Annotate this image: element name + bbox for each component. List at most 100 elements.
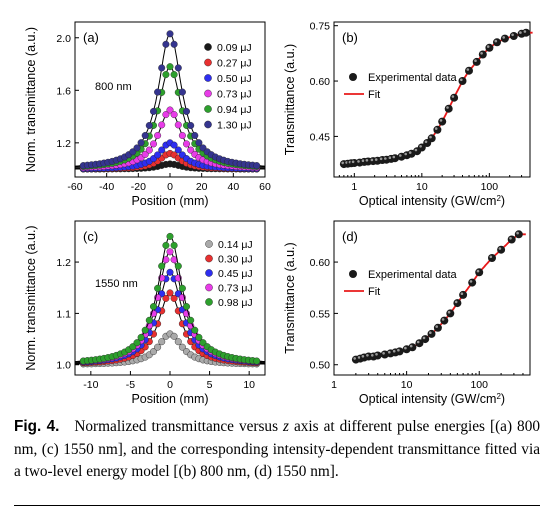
legend-marker <box>204 120 212 129</box>
y-tick-label: 1.2 <box>56 257 71 269</box>
data-point-highlight <box>392 349 396 353</box>
data-point-highlight <box>404 152 408 156</box>
legend-label: 0.30 μJ <box>218 254 253 266</box>
data-point <box>497 245 506 254</box>
data-point <box>174 121 182 129</box>
y-axis-label: Norm. transmittance (a.u.) <box>24 225 38 370</box>
data-point-highlight <box>419 145 422 148</box>
data-point <box>174 64 182 72</box>
data-point <box>468 278 477 287</box>
data-point <box>137 333 145 341</box>
y-axis-label: Transmittance (a.u.) <box>283 44 297 155</box>
caption-text-2: axis at different pulse energies [(a) 80… <box>14 418 540 480</box>
data-point-highlight <box>466 68 470 71</box>
data-point-highlight <box>454 300 458 304</box>
data-point <box>154 88 162 96</box>
x-tick-label: 0 <box>167 379 173 391</box>
legend-marker <box>349 73 357 81</box>
data-point-highlight <box>434 127 438 130</box>
data-point <box>170 71 178 79</box>
data-point <box>195 333 203 341</box>
data-point-highlight <box>486 45 490 48</box>
legend-marker <box>205 254 213 263</box>
legend-label: 0.09 μJ <box>217 42 252 54</box>
data-point <box>182 303 190 311</box>
data-point <box>178 284 186 292</box>
data-point-highlight <box>365 159 369 162</box>
data-point <box>170 332 178 340</box>
data-point-highlight <box>476 269 480 273</box>
x-tick-label: 10 <box>401 379 413 391</box>
data-point-highlight <box>424 140 428 144</box>
data-point <box>166 268 174 276</box>
figure-caption: Fig. 4. Normalized transmittance versus … <box>14 416 540 484</box>
data-point <box>170 241 178 249</box>
data-point <box>149 107 157 115</box>
data-point <box>158 146 166 154</box>
y-tick-label: 0.60 <box>310 257 331 269</box>
legend-label: Experimental data <box>368 269 458 281</box>
data-point <box>133 144 141 152</box>
data-point <box>433 125 442 134</box>
data-point <box>191 326 199 334</box>
data-point-highlight <box>341 161 345 165</box>
data-point <box>166 30 174 38</box>
x-axis-label: Position (mm) <box>131 392 208 406</box>
legend-label: 0.73 μJ <box>217 89 252 101</box>
data-point <box>373 351 382 360</box>
data-point <box>178 343 186 351</box>
data-point-highlight <box>357 160 360 163</box>
data-point-highlight <box>361 159 365 162</box>
y-tick-label: 0.45 <box>310 131 331 143</box>
data-point-highlight <box>382 352 385 355</box>
data-point <box>485 43 494 52</box>
data-point <box>440 316 449 325</box>
data-point-highlight <box>374 158 378 161</box>
data-point-highlight <box>516 231 519 235</box>
data-point <box>178 88 186 96</box>
data-point <box>182 140 190 148</box>
data-point-highlight <box>519 31 522 34</box>
data-point <box>514 230 523 239</box>
y-tick-label: 0.60 <box>310 76 331 88</box>
panel-label: (d) <box>342 229 358 244</box>
data-point <box>174 146 182 154</box>
data-point <box>166 63 174 71</box>
data-point <box>158 338 166 346</box>
data-point <box>170 294 178 302</box>
data-point <box>458 77 467 85</box>
data-point-highlight <box>460 78 463 82</box>
data-point <box>182 107 190 115</box>
x-tick-label: 10 <box>243 379 255 391</box>
data-point-highlight <box>435 325 439 328</box>
data-point-highlight <box>404 346 407 350</box>
plot-frame <box>333 220 531 376</box>
data-point-highlight <box>429 331 432 335</box>
data-point-highlight <box>379 157 383 161</box>
data-point-highlight <box>388 156 392 159</box>
data-point <box>509 32 518 40</box>
plot-frame <box>333 21 531 178</box>
data-point <box>446 309 455 318</box>
data-point-highlight <box>441 318 445 321</box>
legend-marker <box>349 270 357 278</box>
y-axis-label: Norm. transmittance (a.u.) <box>24 27 38 172</box>
x-tick-label: -5 <box>126 379 135 391</box>
data-point <box>493 38 501 47</box>
data-point <box>154 284 162 292</box>
data-point-highlight <box>414 148 418 152</box>
x-axis-label: Optical intensity (GW/cm2) <box>359 194 505 209</box>
legend-marker <box>204 105 212 113</box>
data-point-highlight <box>357 356 361 359</box>
data-point-highlight <box>447 310 451 314</box>
wavelength-annotation: 1550 nm <box>95 278 138 290</box>
panel-label: (a) <box>83 30 99 45</box>
data-point <box>145 316 153 324</box>
legend-label: 0.27 μJ <box>217 58 252 70</box>
data-point-highlight <box>489 255 493 259</box>
legend-label: Experimental data <box>368 72 458 84</box>
data-point <box>187 316 195 324</box>
data-point-highlight <box>460 292 464 296</box>
data-point <box>408 343 417 352</box>
data-point <box>154 151 162 159</box>
